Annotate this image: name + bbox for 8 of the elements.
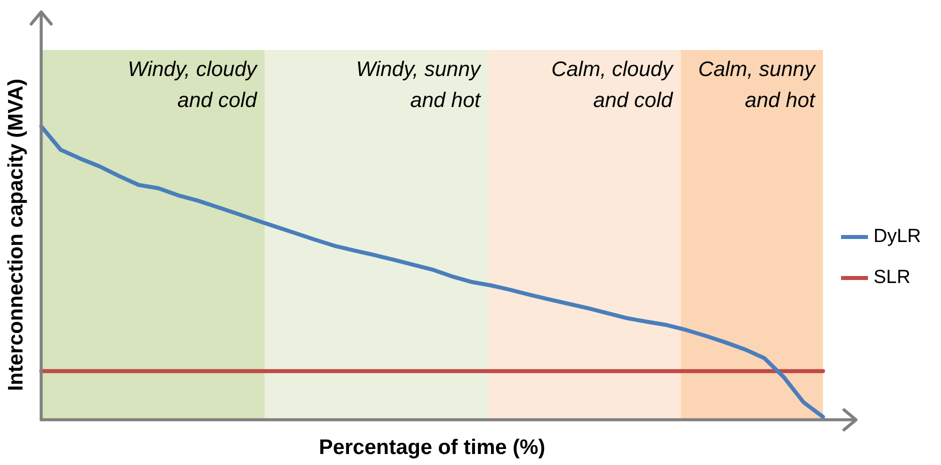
text: Calm, sunny and hot <box>698 58 816 112</box>
text: Windy, cloudy and cold <box>128 58 258 112</box>
legend-label: SLR <box>873 267 910 288</box>
text: Windy, sunny and hot <box>356 58 482 112</box>
y-axis-title: Interconnection capacity (MVA) <box>4 78 28 392</box>
legend-label: DyLR <box>873 226 922 248</box>
text: Calm, cloudy and cold <box>551 58 674 112</box>
x-axis-title: Percentage of time (%) <box>318 436 546 460</box>
